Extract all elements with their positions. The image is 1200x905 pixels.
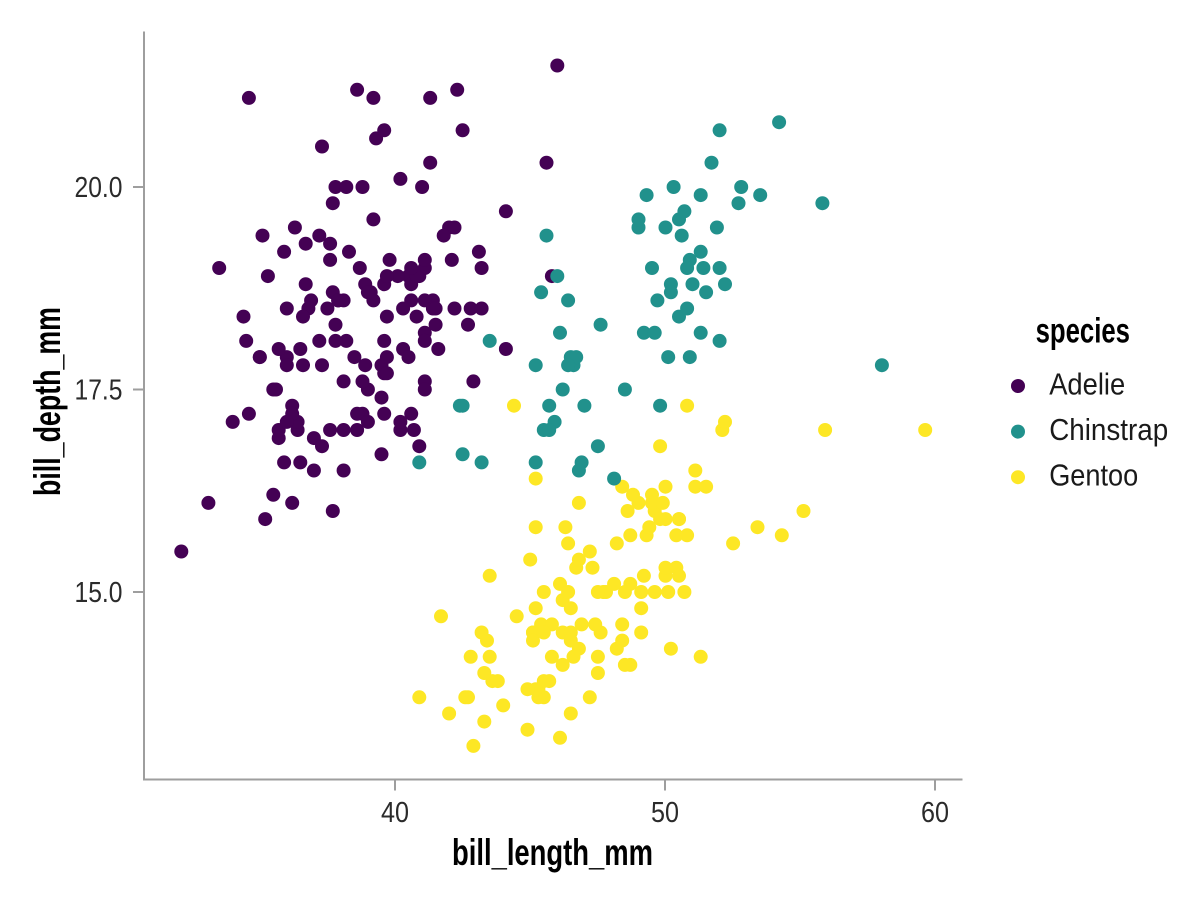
svg-text:15.0: 15.0	[75, 577, 123, 609]
svg-text:50: 50	[651, 797, 679, 829]
svg-text:species: species	[1036, 312, 1130, 351]
svg-text:Adelie: Adelie	[1049, 368, 1125, 402]
svg-text:20.0: 20.0	[75, 172, 123, 204]
svg-text:bill_length_mm: bill_length_mm	[452, 832, 653, 873]
svg-text:bill_depth_mm: bill_depth_mm	[27, 307, 68, 496]
svg-text:40: 40	[381, 797, 409, 829]
svg-text:60: 60	[921, 797, 949, 829]
svg-text:Gentoo: Gentoo	[1049, 459, 1138, 493]
svg-text:Chinstrap: Chinstrap	[1049, 413, 1168, 447]
svg-text:17.5: 17.5	[75, 375, 123, 407]
